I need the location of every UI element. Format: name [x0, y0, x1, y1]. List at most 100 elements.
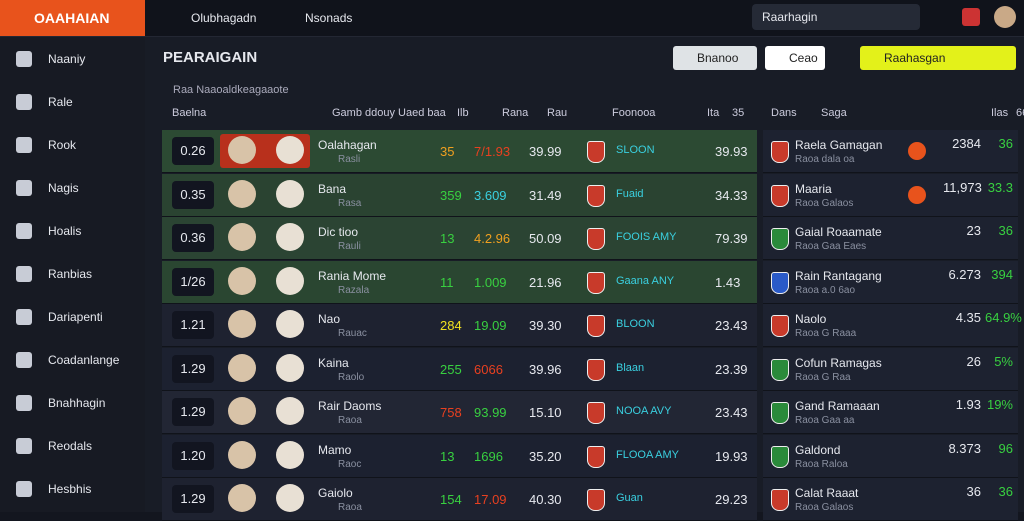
nav-item[interactable]: Olubhagadn [191, 11, 257, 25]
stat: 23.43 [715, 318, 748, 333]
filter[interactable]: Ceao [765, 46, 825, 70]
panel-stat: 36 [998, 223, 1013, 238]
table-row[interactable]: 1.21 Nao Rauac 284 19.09 39.30 BLOON 23.43 [162, 304, 757, 347]
time-badge: 0.35 [172, 180, 214, 209]
sidebar-item[interactable]: Hesbhis [0, 468, 145, 510]
player-sub: Rasa [338, 197, 362, 209]
panel-stat: 1.93 [955, 397, 981, 412]
main: PEARAIGAIN Raa Naaoaldkeagaaote Bnanoo C… [145, 37, 1024, 521]
player-name: Mamo [318, 442, 352, 457]
search-box[interactable]: Raarhagin [752, 4, 920, 30]
team-name: FOOIS AMY [616, 231, 677, 243]
table-row[interactable]: 1.29 Kaina Raolo 255 6066 39.96 Blaan 23.39 [162, 347, 757, 391]
panel-row[interactable]: Maaria Raoa Galaos 11,973 33.3 [763, 173, 1018, 217]
stat: 93.99 [474, 405, 507, 420]
icon [16, 352, 32, 368]
panel-stat: 6.273 [948, 266, 981, 282]
icon [16, 309, 32, 325]
filter[interactable]: Bnanoo [673, 46, 757, 70]
icon [16, 481, 32, 497]
stat: 3.609 [474, 187, 507, 203]
team-badge [587, 271, 605, 294]
panel-row[interactable]: Gaial Roaamate Raoa Gaa Eaes 23 36 [763, 217, 1018, 260]
icon [16, 51, 32, 67]
sidebar-item[interactable]: Bnahhagin [0, 382, 145, 424]
stat: 1.43 [715, 274, 741, 290]
player-sub: Raoa [338, 502, 362, 513]
panel-row[interactable]: Gand Ramaaan Raoa Gaa aa 1.93 19% [763, 391, 1018, 434]
sidebar-item[interactable]: Coadanlange [0, 339, 145, 381]
table-row[interactable]: 1.29 Gaiolo Raoa 154 17.09 40.30 Guan 29.23 [162, 478, 757, 521]
icon [16, 395, 32, 411]
player-avatar [228, 484, 256, 512]
stat: 21.96 [529, 274, 562, 290]
team-name: SLOON [616, 144, 655, 156]
table-row[interactable]: 0.35 Bana Rasa 359 3.609 31.49 Fuaid 34.33 [162, 173, 757, 217]
panel-stat: 4.35 [955, 310, 981, 325]
subtitle: Raa Naaoaldkeagaaote [173, 84, 289, 96]
stat: 35.20 [529, 448, 562, 464]
team-badge [771, 489, 789, 511]
sidebar-item[interactable]: Reodals [0, 425, 145, 467]
time-badge: 0.36 [172, 224, 214, 252]
table-row[interactable]: 0.36 Dic tioo Rauli 13 4.2.96 50.09 FOOIS AMY 7… [162, 217, 757, 260]
sidebar-item[interactable]: Nagis [0, 167, 145, 209]
stat: 15.10 [529, 405, 562, 420]
team-badge [771, 141, 789, 163]
stat: 17.09 [474, 492, 507, 507]
panel-row[interactable]: Galdond Raoa Raloa 8.373 96 [763, 434, 1018, 478]
panel-sub: Raoa G Raa [795, 371, 851, 383]
icon [16, 438, 32, 454]
table-row[interactable]: 1.20 Mamo Raoc 13 1696 35.20 FLOOA AMY 19.93 [162, 434, 757, 478]
panel-stat: 36 [998, 136, 1013, 151]
sidebar-item[interactable]: Dariapenti [0, 296, 145, 338]
top-bar: OAAHAIAN Olubhagadn Nsonads Raarhagin [0, 0, 1024, 37]
stat: 255 [440, 361, 462, 377]
panel-sub: Raoa G Raaa [795, 328, 857, 339]
panel-sub: Raoa dala oa [795, 154, 855, 165]
column-header: Rana [502, 107, 529, 119]
live-icon [908, 185, 926, 204]
player-avatar [228, 397, 256, 425]
player-sub: Raoc [338, 458, 362, 470]
panel-stat: 8.373 [948, 440, 981, 456]
team-name: Gaana ANY [616, 274, 675, 287]
avatar[interactable] [994, 6, 1016, 28]
team-badge [587, 315, 605, 337]
column-header: Rau [547, 107, 568, 119]
table-row[interactable]: 1.29 Rair Daoms Raoa 758 93.99 15.10 NOOA AVY 2… [162, 391, 757, 434]
panel-row[interactable]: Naolo Raoa G Raaa 4.35 64.9% [763, 304, 1022, 347]
sidebar-item[interactable]: Rale [0, 81, 145, 123]
team-badge [771, 315, 789, 337]
player-name: Oalahagan [318, 138, 377, 152]
player-avatar [276, 179, 304, 208]
stat: 34.33 [715, 187, 748, 203]
time-badge: 1.20 [172, 441, 214, 470]
stat: 40.30 [529, 492, 562, 507]
sidebar-item[interactable]: Rook [0, 124, 145, 166]
player-sub: Rauli [338, 241, 361, 252]
stat: 31.49 [529, 187, 562, 203]
player-avatar [276, 397, 304, 425]
nav-item[interactable]: Nsonads [305, 11, 353, 25]
stat: 1696 [474, 448, 503, 464]
panel-stat: 96 [998, 440, 1013, 456]
brand[interactable]: OAAHAIAN [0, 0, 145, 36]
panel-row[interactable]: Cofun Ramagas Raoa G Raa 26 5% [763, 347, 1018, 391]
panel-row[interactable]: Rain Rantagang Raoa a.0 6ao 6.273 394 [763, 260, 1018, 304]
panel-name: Naolo [795, 312, 827, 326]
flag-icon[interactable] [962, 8, 980, 26]
panel-row[interactable]: Calat Raaat Raoa Galaos 36 36 [763, 478, 1018, 521]
panel-sub: Raoa a.0 6ao [795, 284, 856, 296]
sidebar-item[interactable]: Ranbias [0, 253, 145, 295]
panel-stat: 33.3 [987, 179, 1013, 195]
sidebar-item[interactable]: Naaniy [0, 38, 145, 80]
filter[interactable]: Raahasgan [860, 46, 1016, 70]
table-row[interactable]: 0.26 Oalahagan Rasli 35 7/1.93 39.99 SLOON 39.9… [162, 130, 757, 173]
stat: 50.09 [529, 231, 562, 246]
table-row[interactable]: 1/26 Rania Mome Razala 11 1.009 21.96 Gaana AN… [162, 260, 757, 304]
player-avatar [228, 223, 256, 251]
panel-row[interactable]: Raela Gamagan Raoa dala oa 2384 36 [763, 130, 1018, 173]
sidebar-item[interactable]: Hoalis [0, 210, 145, 252]
live-icon [908, 142, 926, 160]
